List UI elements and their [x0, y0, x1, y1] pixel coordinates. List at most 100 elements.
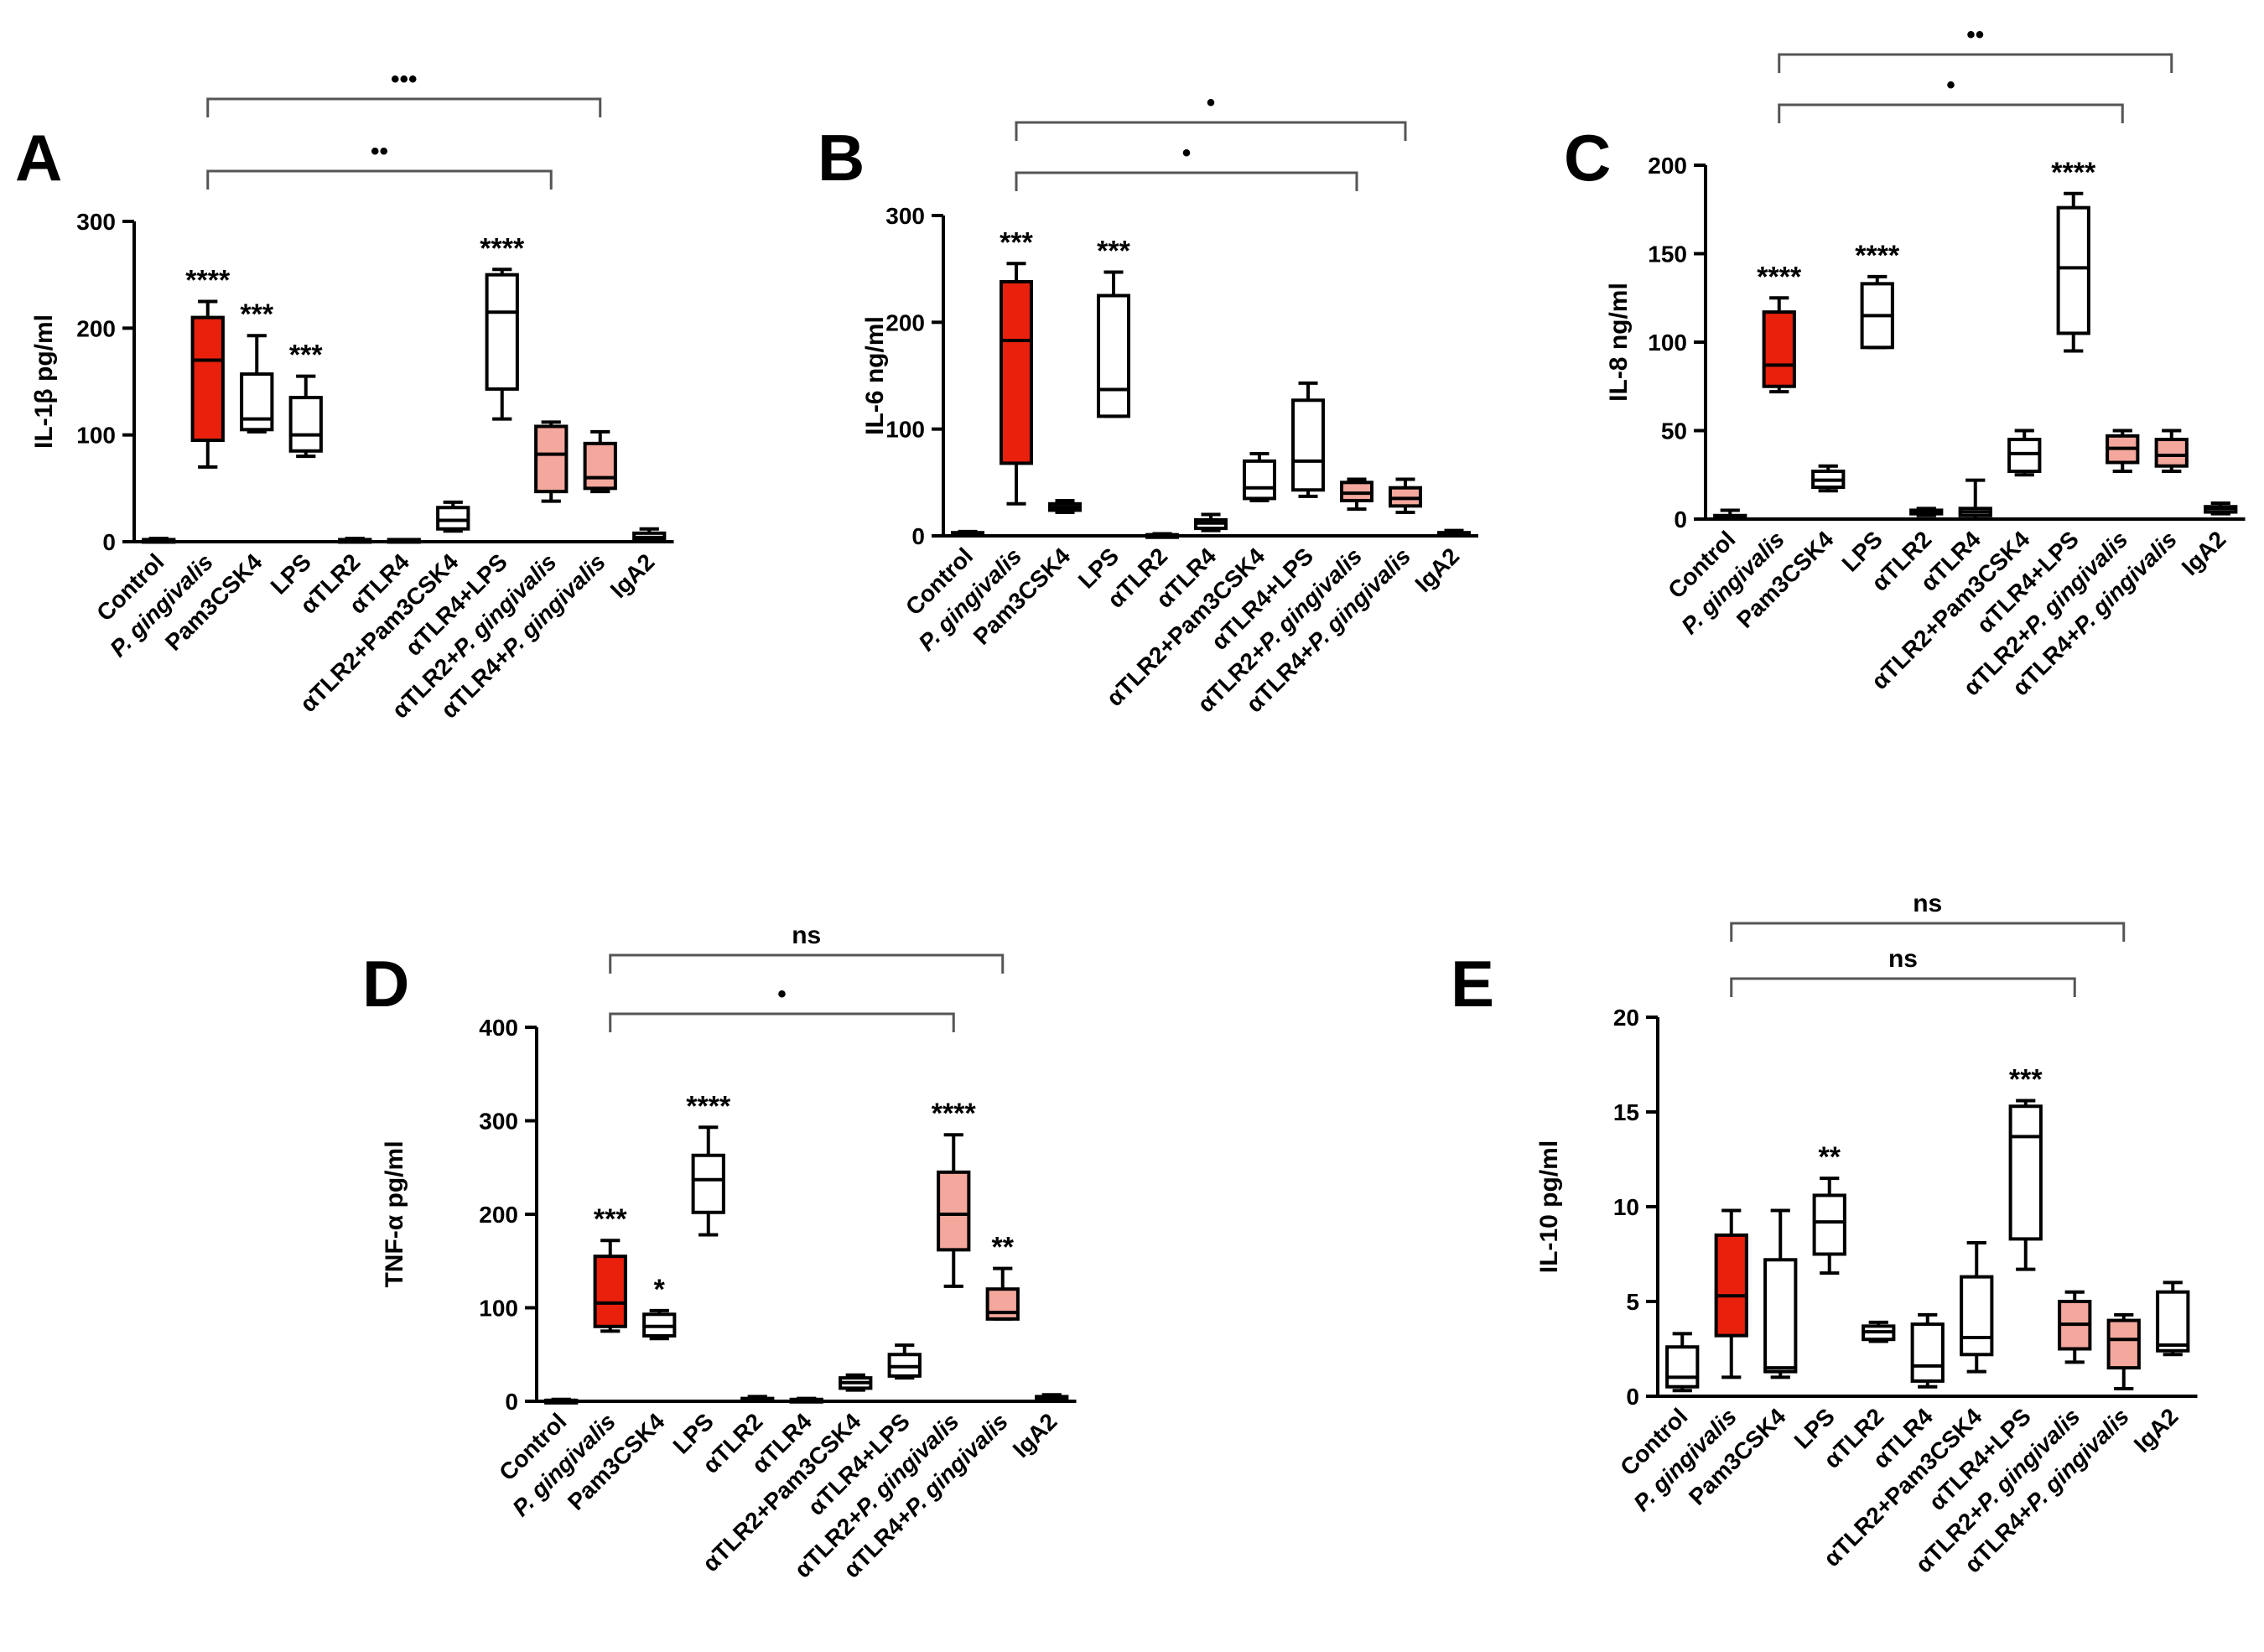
y-tick-label: 100 — [885, 417, 925, 443]
panel-letter: C — [1564, 121, 1611, 195]
box-p-gingivalis: **** — [1757, 261, 1802, 394]
box-iqr — [1097, 294, 1130, 418]
box-atlr4-p-gingivalis: ** — [985, 1232, 1020, 1321]
box-pam3csk4 — [1811, 464, 1846, 493]
bracket-label: •• — [371, 138, 388, 165]
box-iqr — [1665, 1345, 1700, 1389]
bracket-label: ns — [792, 922, 821, 949]
box-atlr4-lps — [887, 1343, 922, 1380]
y-tick-label: 20 — [1613, 1005, 1639, 1031]
y-tick-label: 300 — [885, 203, 925, 229]
y-axis-label: IL-1β pg/ml — [30, 314, 58, 449]
box-p-gingivalis: *** — [1000, 226, 1034, 506]
box-iga2 — [2204, 501, 2238, 516]
box-p-gingivalis — [1714, 1208, 1748, 1379]
y-tick-label: 50 — [1661, 418, 1687, 444]
y-tick-label: 200 — [885, 309, 925, 335]
y-tick-label: 200 — [1648, 153, 1687, 179]
box-atlr2-p-gingivalis — [534, 420, 569, 503]
bracket-label: • — [1207, 89, 1216, 117]
y-tick-label: 300 — [479, 1109, 518, 1135]
box-lps: **** — [686, 1090, 731, 1237]
bracket-line — [1015, 171, 1358, 191]
y-axis-label: IL-10 pg/ml — [1535, 1140, 1563, 1273]
y-tick-label: 200 — [479, 1202, 518, 1228]
comparison-bracket: ns — [1730, 890, 2126, 942]
bracket-label: ns — [1913, 890, 1942, 917]
box-pam3csk4: * — [642, 1274, 677, 1341]
box-pam3csk4: *** — [240, 299, 274, 434]
box-iqr — [1960, 1275, 1994, 1357]
panel-letter: B — [818, 121, 865, 195]
box-lps: **** — [1855, 240, 1900, 350]
y-tick-label: 400 — [479, 1015, 518, 1041]
significance-label: *** — [289, 340, 323, 371]
bracket-line — [609, 1012, 955, 1032]
box-p-gingivalis: **** — [185, 265, 231, 469]
bracket-label: • — [1946, 71, 1955, 99]
significance-label: ** — [1819, 1141, 1841, 1173]
x-tick-label: IgA2 — [605, 548, 660, 603]
significance-label: **** — [932, 1098, 977, 1130]
bracket-line — [609, 953, 1005, 974]
box-iga2 — [1035, 1393, 1069, 1401]
y-tick-label: 15 — [1613, 1099, 1639, 1125]
box-iqr — [1762, 310, 1796, 388]
box-atlr2-p-gingivalis: **** — [932, 1098, 977, 1288]
y-tick-label: 150 — [1648, 242, 1687, 268]
box-atlr2 — [740, 1395, 775, 1403]
box-lps: *** — [1097, 235, 1131, 418]
box-atlr2 — [1862, 1320, 1896, 1343]
box-atlr4 — [387, 538, 421, 544]
comparison-bracket: ns — [1730, 945, 2076, 997]
comparison-bracket: •• — [1778, 21, 2173, 73]
significance-label: *** — [594, 1203, 627, 1235]
box-lps: ** — [1812, 1141, 1846, 1275]
box-control — [142, 537, 176, 544]
x-tick-label: IgA2 — [1410, 543, 1464, 597]
y-tick-label: 300 — [76, 209, 116, 235]
box-atlr2 — [1909, 507, 1944, 517]
comparison-bracket: • — [1015, 89, 1407, 141]
y-tick-label: 0 — [505, 1389, 518, 1415]
box-atlr4-lps — [1291, 381, 1325, 498]
comparison-bracket: ns — [609, 922, 1005, 974]
significance-label: ** — [992, 1232, 1015, 1264]
significance-label: **** — [2051, 157, 2096, 189]
x-tick-label: IgA2 — [2177, 526, 2231, 580]
comparison-bracket: ••• — [206, 65, 602, 117]
panel-letter: D — [362, 947, 409, 1021]
comparison-bracket: • — [1778, 71, 2124, 123]
y-axis-label: TNF-α pg/ml — [381, 1140, 408, 1287]
significance-label: **** — [185, 265, 231, 297]
box-iqr — [937, 1170, 971, 1252]
significance-label: **** — [480, 232, 525, 264]
y-tick-label: 100 — [479, 1296, 518, 1322]
significance-label: **** — [686, 1090, 731, 1122]
box-iqr — [583, 441, 617, 491]
bracket-line — [1730, 922, 2126, 942]
box-atlr4-lps: **** — [480, 232, 525, 421]
box-atlr4-p-gingivalis — [583, 429, 617, 494]
significance-label: *** — [1000, 226, 1033, 258]
panel-letter: E — [1451, 947, 1494, 1021]
box-atlr4-p-gingivalis — [1389, 477, 1422, 514]
significance-label: *** — [2009, 1063, 2043, 1095]
y-tick-label: 100 — [1648, 330, 1687, 356]
box-control — [544, 1397, 579, 1405]
box-iqr — [2008, 1104, 2043, 1241]
box-iqr — [1243, 459, 1276, 501]
box-atlr4-p-gingivalis — [2154, 429, 2189, 474]
significance-label: *** — [1097, 235, 1130, 267]
box-atlr2-pam3csk4 — [2007, 429, 2042, 477]
bracket-label: • — [1182, 139, 1192, 167]
box-iqr — [985, 1287, 1020, 1321]
box-iqr — [2156, 1290, 2190, 1353]
bracket-label: ••• — [391, 65, 418, 93]
box-iqr — [1000, 279, 1033, 465]
